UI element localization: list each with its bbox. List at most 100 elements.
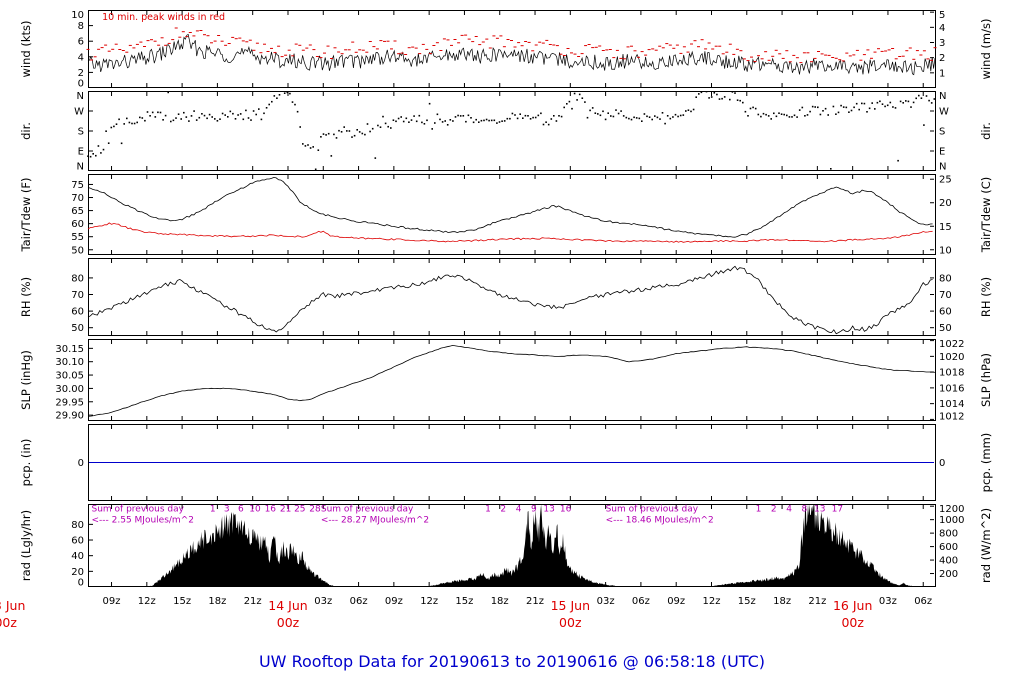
- cum-mj-mark: 4: [516, 505, 522, 515]
- cum-mj-mark: 9: [531, 505, 537, 515]
- y-tick-label-right: 1014: [939, 399, 964, 410]
- peak-winds-note: 10 min. peak winds in red: [102, 12, 225, 23]
- y-axis-label-right: wind (m/s): [979, 19, 993, 80]
- panel-svg-rh: 50 60 70 80 50 60 70 80 RH (%) RH (%): [19, 258, 993, 336]
- y-tick-label-right: 3: [939, 38, 945, 49]
- y-tick-label-left: 8: [78, 21, 84, 32]
- y-tick-label-left: 30.10: [55, 357, 84, 368]
- y-axis-label-left: RH (%): [19, 277, 33, 317]
- y-tick-label-right: 1022: [939, 339, 964, 350]
- series-slp: [87, 344, 936, 417]
- y-tick-label-right: 1020: [939, 352, 964, 363]
- x-tick-label: 09z: [384, 596, 403, 607]
- y-tick-label-right: 200: [939, 569, 958, 580]
- x-tick-label: 09z: [102, 596, 121, 607]
- panel-svg-pcp: 0 0 pcp. (in) pcp. (mm): [19, 424, 993, 501]
- y-tick-label-right: E: [939, 147, 945, 158]
- series-tdew: [87, 222, 933, 243]
- x-tick-label: 03z: [596, 596, 615, 607]
- y-tick-label-right: 10: [939, 245, 952, 255]
- y-tick-label-right: 4: [939, 23, 945, 34]
- y-tick-label-left: 20: [71, 567, 84, 578]
- y-tick-label-right: 2: [939, 53, 945, 64]
- y-tick-label-right: 1200: [939, 504, 964, 515]
- cum-mj-mark: 1: [756, 505, 762, 515]
- y-axis-label-left: pcp. (in): [19, 439, 33, 487]
- cum-mj-mark: 16: [265, 505, 277, 515]
- cum-mj-mark: 17: [832, 505, 843, 515]
- cum-mj-mark: 25: [294, 505, 305, 515]
- y-tick-label-right: 80: [939, 273, 952, 284]
- y-axis-label-left: rad (Lgly/hr): [19, 510, 33, 581]
- panel-rad: 0 20 40 60 80 200 400 600 800 1000 1200 rad (Lgly/h…: [0, 504, 1024, 587]
- y-tick-label-left: 10: [71, 10, 84, 21]
- y-tick-label-left: E: [78, 147, 84, 158]
- y-tick-label-right: S: [939, 127, 945, 138]
- panel-frame: [88, 258, 936, 336]
- y-tick-label-right: 400: [939, 556, 958, 567]
- sum-prev-day-2: Sum of previous day: [321, 505, 414, 515]
- y-tick-label-left: N: [77, 162, 84, 172]
- y-tick-label-left: 55: [71, 232, 84, 243]
- y-tick-label-left: 40: [71, 551, 84, 562]
- x-tick-label: 18z: [208, 596, 227, 607]
- y-tick-label-left: 6: [78, 37, 84, 48]
- x-tick-label: 12z: [702, 596, 721, 607]
- x-tick-label: 12z: [137, 596, 156, 607]
- sum-prev-day-2-val: <--- 28.27 MJoules/m^2: [321, 516, 429, 526]
- y-tick-label-right: 50: [939, 323, 952, 334]
- panel-frame: [88, 174, 936, 255]
- y-axis-label-left: wind (kts): [19, 21, 33, 78]
- cum-mj-mark: 8: [802, 505, 808, 515]
- x-tick-label: 06z: [631, 596, 650, 607]
- y-tick-label-left: 80: [71, 273, 84, 284]
- cum-mj-mark: 13: [543, 505, 554, 515]
- x-tick-label: 21z: [243, 596, 262, 607]
- cum-mj-mark: 2: [500, 505, 506, 515]
- y-tick-label-left: 75: [71, 180, 84, 191]
- y-tick-label-right: 1016: [939, 383, 964, 394]
- series-wind-peaks: [86, 27, 937, 64]
- y-tick-label-right: 60: [939, 307, 952, 318]
- y-tick-label-left: 29.90: [55, 411, 84, 421]
- cum-mj-mark: 28: [309, 505, 321, 515]
- sum-prev-day-1: Sum of previous day: [92, 505, 185, 515]
- y-tick-label-left: W: [74, 107, 84, 118]
- sum-prev-day-1-val: <--- 2.55 MJoules/m^2: [92, 516, 194, 526]
- x-tick-label: 15z: [173, 596, 192, 607]
- x-tick-label: 06z: [914, 596, 933, 607]
- x-tick-label: 15z: [737, 596, 756, 607]
- sum-prev-day-3: Sum of previous day: [606, 505, 699, 515]
- y-axis-label-right: rad (W/m^2): [979, 508, 993, 583]
- panel-temp: 50 55 60 65 70 75 10 15 20 25 Tair/Tdew (F) Tair/Td…: [0, 174, 1024, 255]
- x-tick-label: 21z: [808, 596, 827, 607]
- y-tick-label-right: 5: [939, 10, 945, 21]
- panel-frame: [88, 339, 936, 421]
- y-tick-label-right: 15: [939, 222, 952, 233]
- x-axis-labels: 09z 12z 15z 18z 21z 03z 06z 09z 12z 15z 18z 21z 03z 0…: [0, 594, 1024, 638]
- y-tick-label-right: 1018: [939, 368, 964, 379]
- date-label: 14 Jun 00z: [268, 598, 308, 630]
- y-tick-label-left: 0: [78, 79, 84, 89]
- x-tick-label: 09z: [667, 596, 686, 607]
- series-dir-scatter: [87, 91, 936, 171]
- y-axis-label-right: pcp. (mm): [979, 433, 993, 493]
- cum-mj-mark: 1: [210, 505, 216, 515]
- cum-mj-mark: 2: [771, 505, 777, 515]
- y-axis-label-left: Tair/Tdew (F): [19, 177, 33, 252]
- sum-prev-day-3-val: <--- 18.46 MJoules/m^2: [606, 516, 714, 526]
- y-tick-label-left: 60: [71, 536, 84, 547]
- y-tick-label-right: 1: [939, 68, 945, 79]
- panel-frame: [88, 91, 936, 171]
- cum-mj-mark: 4: [786, 505, 792, 515]
- panels: 0 2 4 6 8 10 1 2 3 4 5 wind (kts) wind (m/s) 10 min. …: [0, 10, 1024, 590]
- y-tick-label-left: N: [77, 91, 84, 102]
- y-axis-label-right: dir.: [979, 122, 993, 140]
- y-tick-label-left: 70: [71, 193, 84, 204]
- y-tick-label-right: 1012: [939, 412, 964, 422]
